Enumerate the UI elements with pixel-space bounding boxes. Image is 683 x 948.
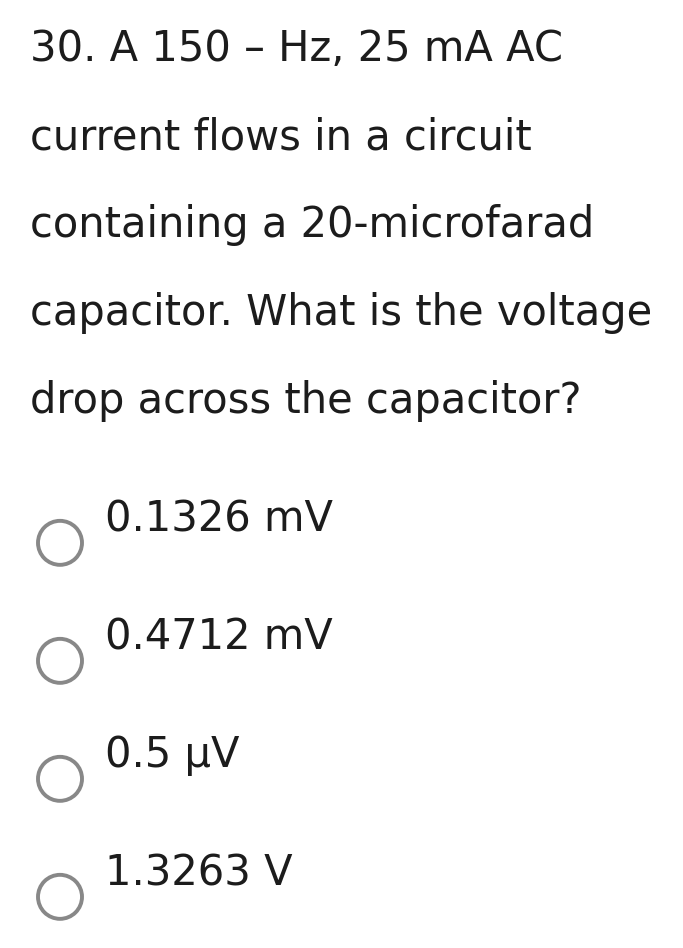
Text: 0.5 μV: 0.5 μV (105, 734, 240, 776)
Text: 0.1326 mV: 0.1326 mV (105, 498, 333, 540)
Text: 1.3263 V: 1.3263 V (105, 852, 292, 894)
Text: drop across the capacitor?: drop across the capacitor? (30, 380, 581, 422)
Text: current flows in a circuit: current flows in a circuit (30, 116, 532, 158)
Text: capacitor. What is the voltage: capacitor. What is the voltage (30, 292, 652, 334)
Text: containing a 20-microfarad: containing a 20-microfarad (30, 204, 594, 246)
Text: 30. A 150 – Hz, 25 mA AC: 30. A 150 – Hz, 25 mA AC (30, 28, 563, 70)
Text: 0.4712 mV: 0.4712 mV (105, 616, 333, 658)
